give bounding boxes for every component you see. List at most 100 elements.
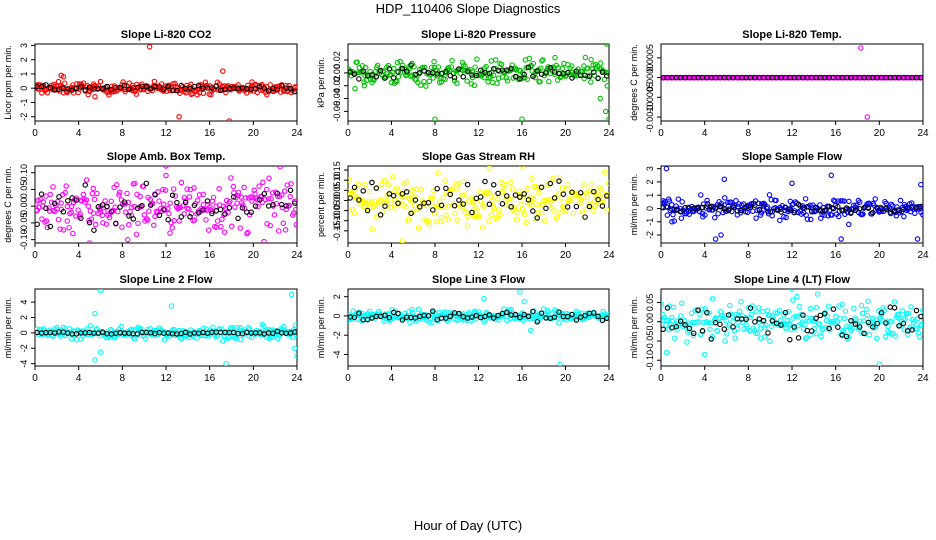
x-tick-label: 12: [786, 128, 798, 139]
data-point: [388, 200, 394, 206]
reference-point: [373, 185, 380, 191]
data-point: [184, 186, 190, 192]
data-point: [668, 202, 675, 208]
reference-point: [848, 209, 854, 216]
data-point: [678, 215, 685, 221]
reference-point: [490, 315, 497, 321]
data-point: [539, 58, 545, 64]
reference-point: [752, 319, 758, 325]
data-point: [556, 320, 562, 326]
data-point: [43, 193, 49, 199]
x-tick-label: 24: [603, 373, 615, 384]
data-point: [293, 221, 297, 228]
data-point: [50, 184, 56, 190]
reference-point: [187, 214, 193, 220]
data-point: [813, 304, 820, 311]
data-point: [729, 208, 735, 215]
data-point: [529, 68, 535, 74]
data-point: [433, 218, 439, 225]
data-point: [462, 192, 468, 198]
reference-point: [534, 68, 540, 74]
data-point: [859, 330, 865, 336]
x-tick-label: 24: [603, 250, 615, 261]
data-point: [365, 198, 372, 205]
data-point: [200, 90, 207, 96]
data-point: [849, 325, 855, 332]
data-point: [39, 216, 45, 222]
reference-point: [169, 192, 176, 198]
data-point: [87, 323, 94, 329]
data-point: [108, 328, 115, 334]
data-point: [129, 204, 135, 211]
data-point: [661, 311, 666, 318]
data-point: [744, 209, 751, 216]
x-tick-label: 20: [874, 128, 886, 139]
y-tick-label: 0.0000: [645, 64, 655, 92]
data-point: [502, 181, 509, 188]
x-tick-label: 12: [473, 373, 485, 384]
x-tick-label: 8: [120, 128, 126, 139]
data-point: [43, 218, 50, 224]
data-point: [714, 328, 721, 334]
panel-ylabel: ml/min per min.: [629, 174, 639, 236]
outlier-point: [597, 95, 604, 102]
reference-point: [278, 201, 285, 208]
reference-point: [495, 312, 501, 319]
data-point: [882, 333, 889, 340]
data-point: [792, 313, 799, 319]
data-point: [773, 197, 779, 204]
reference-point: [117, 84, 123, 91]
reference-point: [730, 203, 736, 209]
data-point: [384, 71, 390, 77]
data-point: [421, 216, 427, 223]
reference-point: [874, 320, 880, 327]
data-point: [185, 206, 192, 212]
reference-point: [456, 66, 462, 72]
outlier-point: [519, 166, 525, 169]
panel-title: Slope Li-820 Pressure: [421, 29, 536, 41]
data-point: [145, 217, 151, 223]
reference-point: [517, 314, 523, 321]
data-point: [498, 61, 505, 68]
data-point: [194, 197, 201, 204]
reference-point: [595, 75, 601, 81]
reference-point: [699, 328, 706, 334]
reference-point: [147, 202, 154, 208]
data-point: [385, 181, 392, 188]
data-point: [857, 318, 863, 324]
reference-point: [473, 312, 480, 319]
reference-point: [599, 69, 606, 75]
outlier-point: [92, 310, 98, 317]
data-point: [491, 206, 497, 212]
data-point: [355, 181, 362, 188]
data-point: [495, 196, 501, 202]
data-point: [460, 178, 467, 185]
data-point: [448, 64, 455, 70]
reference-point: [438, 202, 445, 209]
x-tick-label: 8: [746, 373, 752, 384]
data-point: [529, 175, 535, 182]
data-point: [228, 175, 234, 181]
data-point: [767, 338, 773, 345]
data-point: [600, 308, 607, 315]
reference-point: [591, 69, 597, 75]
reference-point: [573, 68, 580, 74]
x-tick-label: 0: [658, 250, 664, 261]
reference-point: [708, 203, 714, 210]
reference-point: [204, 198, 211, 204]
reference-point: [852, 321, 859, 327]
reference-point: [196, 82, 202, 89]
data-point: [671, 218, 678, 224]
reference-point: [178, 82, 185, 89]
reference-point: [743, 316, 749, 323]
x-tick-label: 4: [76, 373, 82, 384]
data-point: [132, 180, 138, 187]
data-point: [904, 331, 911, 337]
reference-point: [248, 209, 254, 216]
data-point: [293, 206, 297, 213]
x-tick-label: 16: [204, 250, 216, 261]
data-point: [829, 212, 835, 218]
y-tick-label: 0.02: [332, 51, 342, 69]
x-tick-label: 24: [917, 128, 929, 139]
data-point: [477, 189, 484, 195]
